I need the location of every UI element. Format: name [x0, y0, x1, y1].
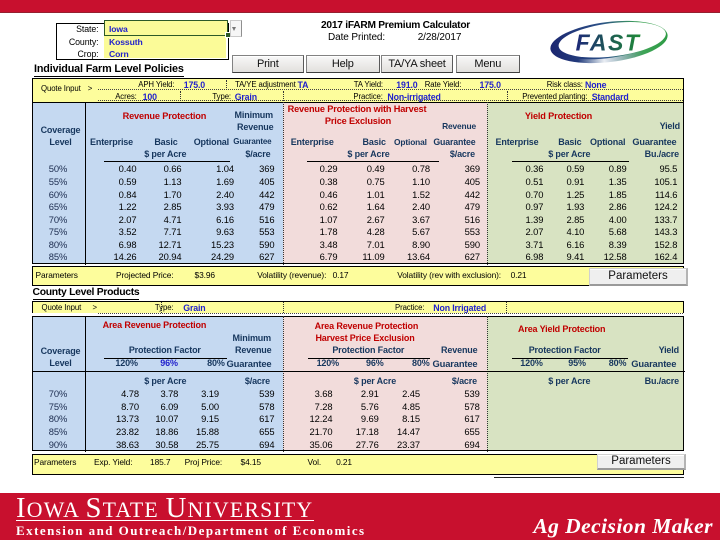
svg-text:FAST: FAST [576, 30, 641, 56]
